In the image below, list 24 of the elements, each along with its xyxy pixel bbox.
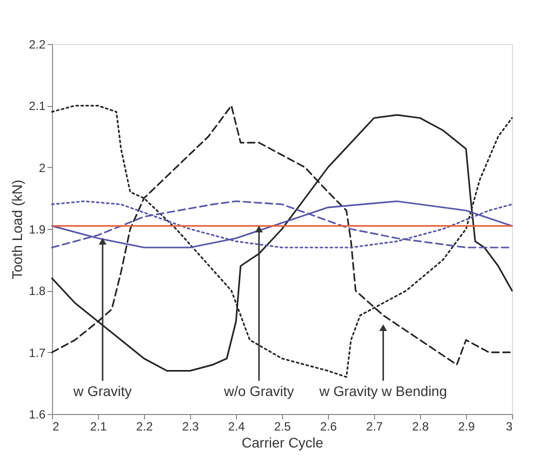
x-tick-label: 2.7	[366, 420, 384, 434]
line-series	[51, 200, 513, 248]
x-tick-label: 2.9	[458, 420, 476, 434]
y-tick-label: 2	[38, 160, 46, 175]
x-tick-label: 2.6	[320, 420, 338, 434]
x-tick-label: 2.5	[274, 420, 292, 434]
x-tick-label: 2.3	[182, 420, 200, 434]
x-axis-title: Carrier Cycle	[242, 434, 324, 450]
annotation: w Gravity	[72, 382, 132, 399]
y-tick-label: 1.6	[28, 408, 46, 422]
y-tick-label: 2.1	[28, 99, 46, 114]
x-tick-label: 2	[52, 420, 60, 434]
y-tick-label: 1.8	[28, 284, 46, 298]
y-tick-label: 2.2	[28, 38, 46, 52]
x-tick-label: 2.4	[228, 420, 246, 434]
x-tick-label: 2.2	[136, 420, 154, 434]
y-axis-title: Tooth Load (kN)	[8, 180, 25, 280]
annotation: w/o Gravity	[222, 382, 294, 399]
x-tick-label: 3	[506, 420, 513, 434]
annotation: w Gravity w Bending	[318, 382, 448, 399]
x-tick-label: 2.1	[90, 420, 108, 434]
y-tick-label: 1.7	[28, 346, 46, 360]
y-tick-label: 1.9	[28, 222, 46, 236]
x-tick-label: 2.8	[412, 420, 430, 434]
